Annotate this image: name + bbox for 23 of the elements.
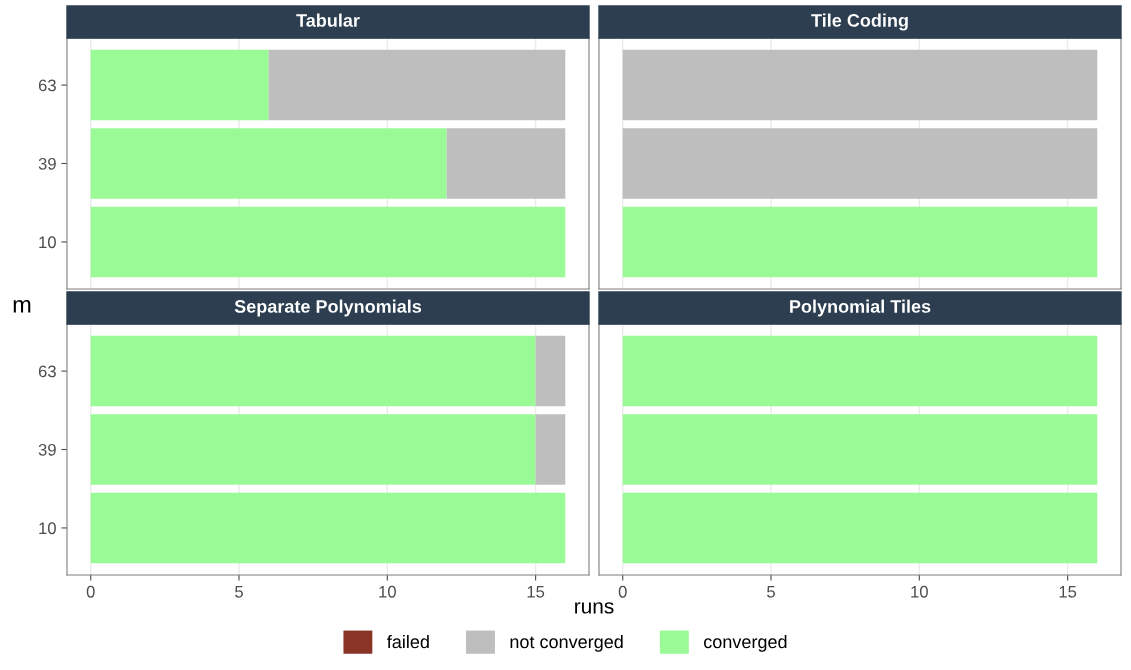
x-axis-title: runs [575, 602, 614, 614]
x-tick-label: 15 [527, 586, 545, 598]
chart-title: Separate Polynomials [234, 299, 422, 317]
x-tick-label: 0 [86, 585, 95, 598]
legend-label: failed [387, 634, 429, 649]
y-tick-label: 63 [38, 365, 56, 378]
y-tick-label: 39 [38, 443, 56, 456]
x-tick-label: 15 [1059, 586, 1077, 598]
chart-title: Polynomial Tiles [790, 299, 931, 317]
chart-title: Tile Coding [811, 13, 908, 31]
legend-label: converged [704, 634, 787, 652]
y-tick-label: 10 [39, 236, 56, 249]
x-tick-label: 10 [911, 585, 928, 598]
y-axis-title: m [13, 299, 31, 313]
legend-label: not converged [510, 634, 623, 652]
x-tick-label: 10 [379, 585, 396, 598]
y-tick-label: 39 [38, 157, 56, 170]
chart-title: Tabular [296, 13, 360, 27]
x-tick-label: 5 [767, 586, 775, 598]
y-tick-label: 10 [39, 522, 56, 535]
x-tick-label: 0 [618, 585, 627, 598]
y-tick-label: 63 [38, 79, 56, 92]
x-tick-label: 5 [235, 586, 243, 598]
